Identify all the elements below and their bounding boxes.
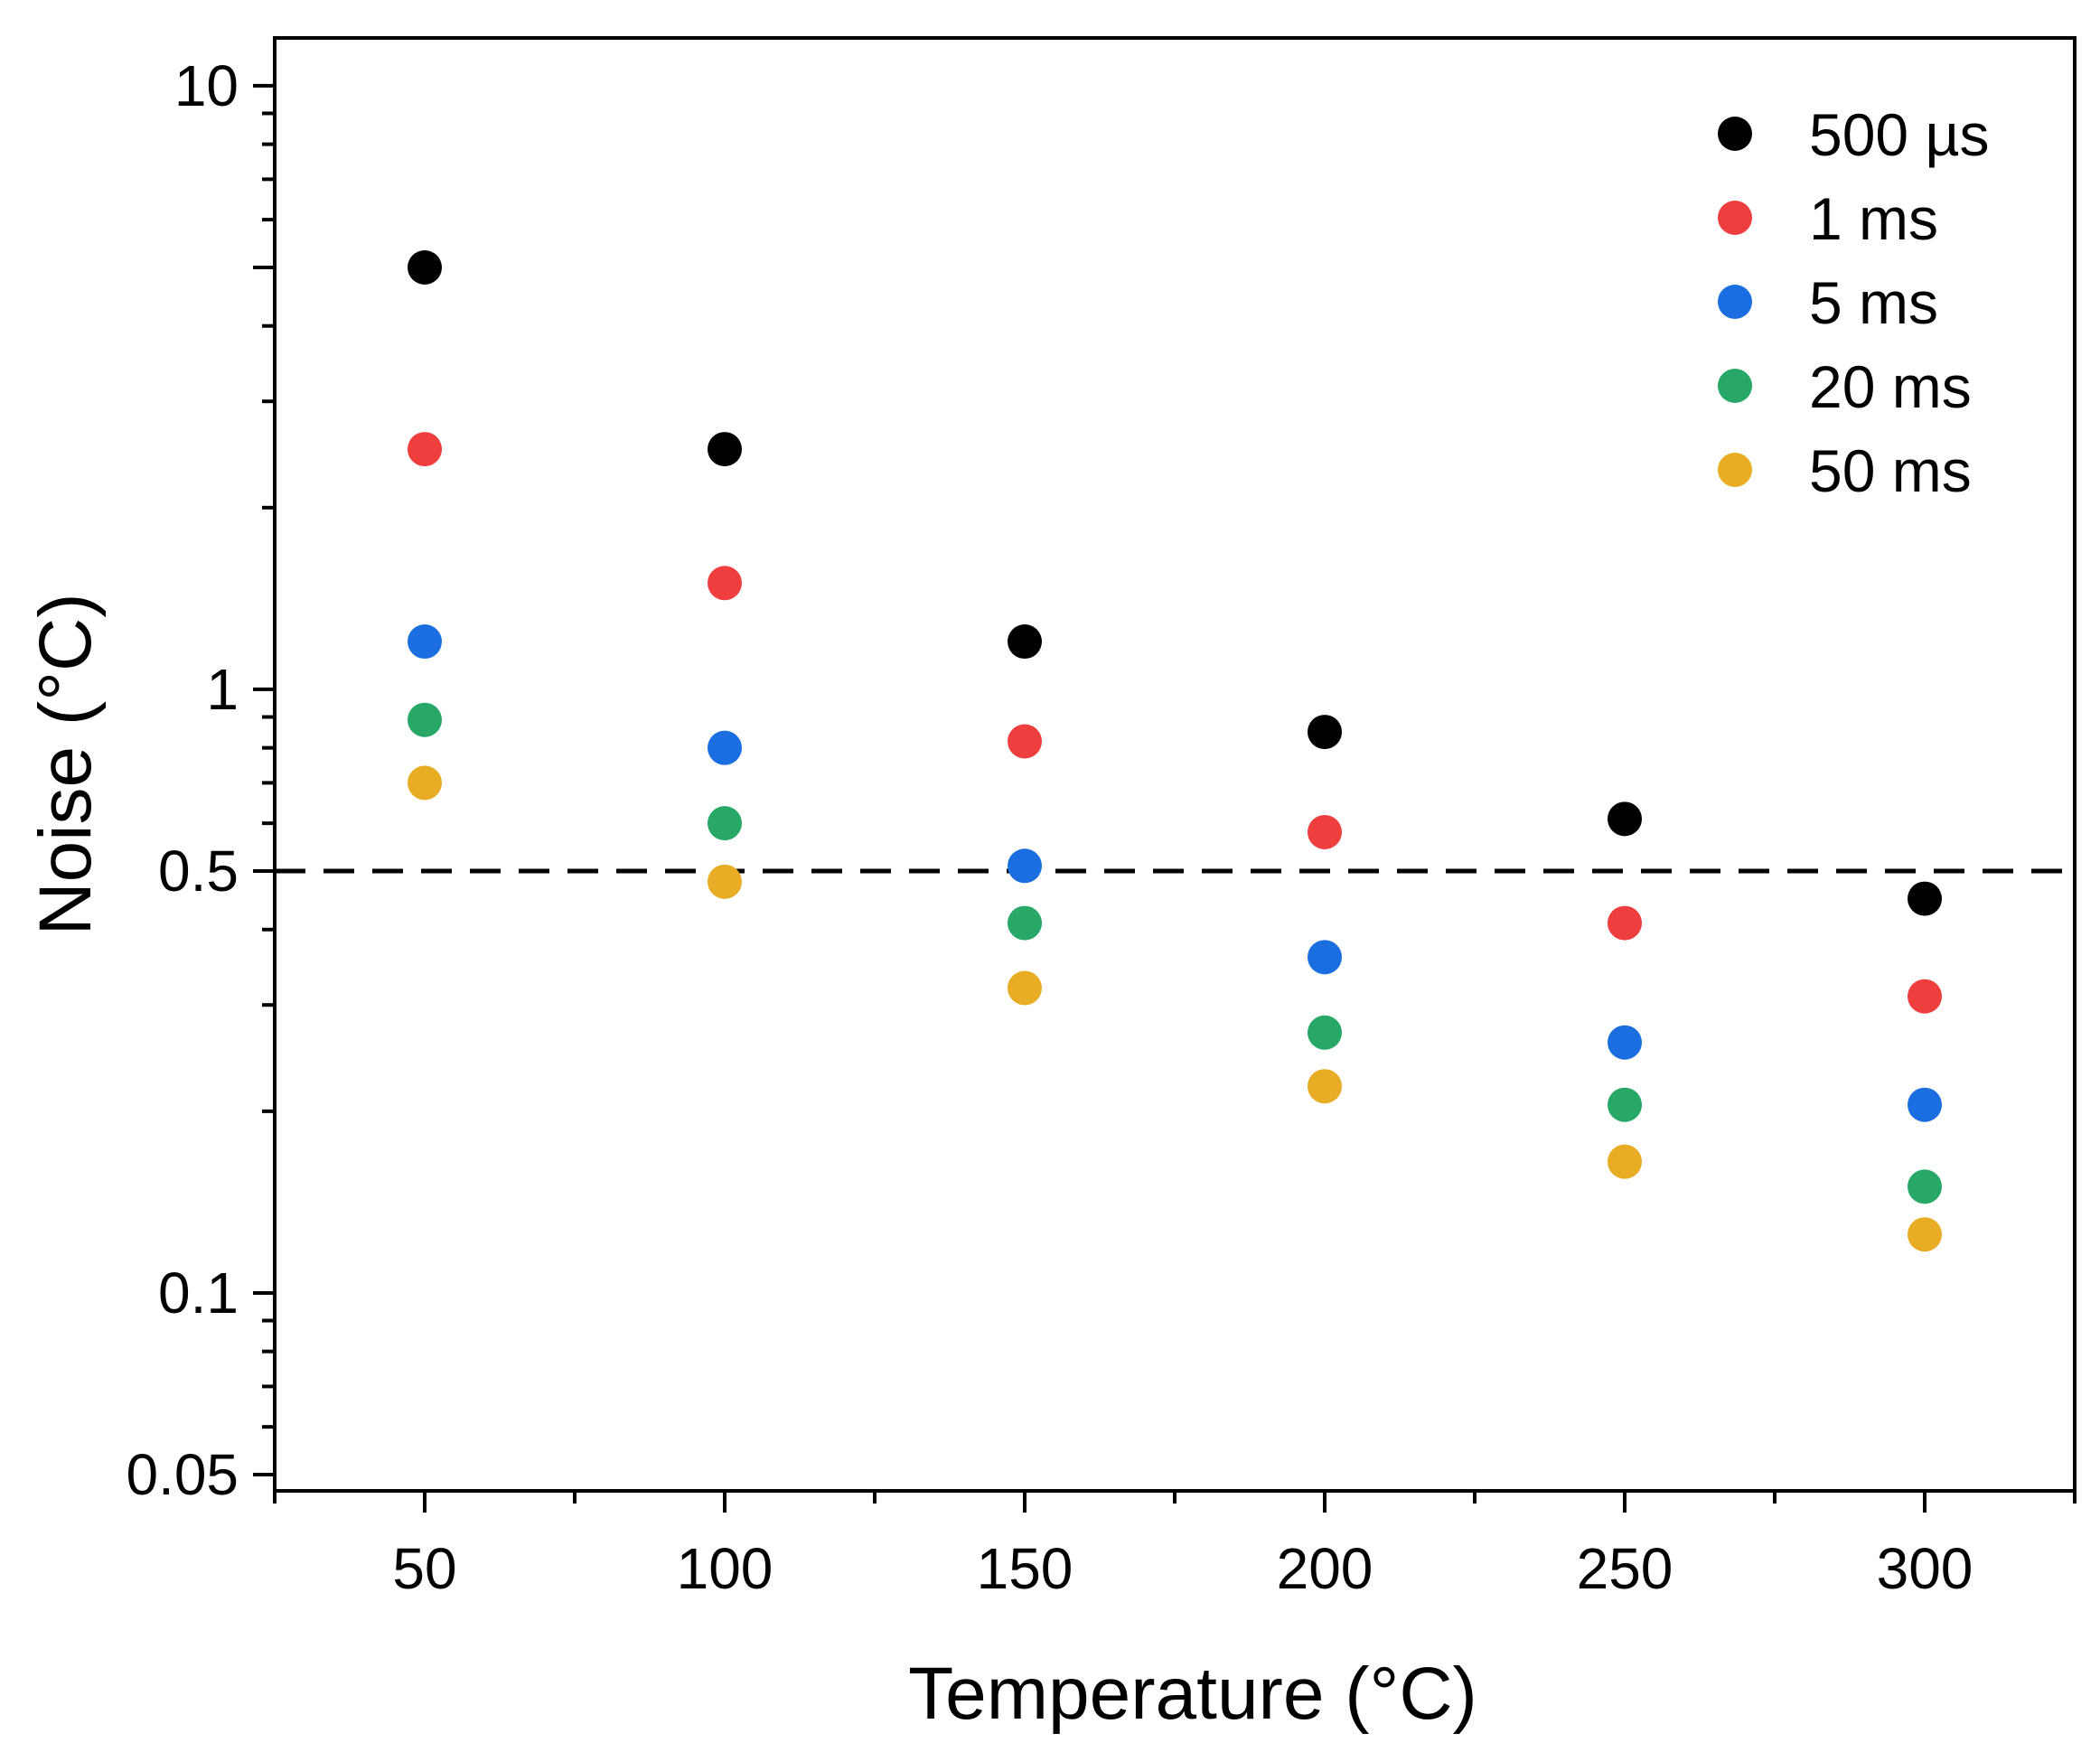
data-point-0-0 [408, 249, 442, 285]
x-tick-label: 300 [1877, 1536, 1973, 1601]
legend-label: 5 ms [1809, 269, 1938, 336]
legend-label: 20 ms [1809, 353, 1972, 420]
data-point-3-0 [408, 702, 442, 737]
y-tick-label: 0.05 [126, 1442, 239, 1507]
x-tick-label: 150 [977, 1536, 1073, 1601]
data-point-2-2 [1008, 848, 1042, 884]
data-point-2-5 [1908, 1087, 1942, 1122]
data-point-1-0 [408, 432, 442, 467]
y-tick-label: 0.1 [158, 1260, 239, 1326]
data-point-0-5 [1908, 881, 1942, 916]
data-point-4-2 [1008, 970, 1042, 1006]
data-point-3-2 [1008, 905, 1042, 941]
legend-marker [1718, 117, 1752, 151]
data-point-0-2 [1008, 624, 1042, 660]
data-point-3-1 [708, 806, 742, 841]
legend-marker [1718, 453, 1752, 487]
data-point-4-3 [1308, 1069, 1342, 1104]
data-point-0-3 [1308, 715, 1342, 750]
legend-marker [1718, 285, 1752, 319]
data-point-2-1 [708, 730, 742, 765]
data-point-3-4 [1608, 1087, 1642, 1122]
x-axis-ticks: 50 100 150 200 250 300 [273, 1491, 2077, 1601]
x-tick-label: 100 [677, 1536, 773, 1601]
data-point-4-1 [708, 864, 742, 899]
data-point-1-2 [1008, 724, 1042, 759]
data-point-4-0 [408, 765, 442, 801]
legend-label: 50 ms [1809, 437, 1972, 504]
data-point-4-4 [1608, 1144, 1642, 1179]
y-axis-title: Noise (°C) [24, 593, 107, 935]
legend-label: 1 ms [1809, 185, 1938, 252]
y-tick-label: 1 [206, 657, 239, 722]
data-point-0-4 [1608, 801, 1642, 837]
data-point-2-0 [408, 624, 442, 660]
data-point-3-3 [1308, 1015, 1342, 1050]
y-axis-ticks: 10 1 0.5 0.1 0.05 [126, 53, 275, 1507]
data-point-2-3 [1308, 940, 1342, 975]
data-points [408, 249, 1942, 1252]
legend-marker [1718, 201, 1752, 235]
data-point-1-3 [1308, 814, 1342, 849]
data-point-1-1 [708, 566, 742, 601]
x-tick-label: 200 [1277, 1536, 1373, 1601]
x-tick-label: 50 [392, 1536, 456, 1601]
data-point-2-4 [1608, 1025, 1642, 1060]
legend: 500 µs 1 ms 5 ms 20 ms 50 ms [1718, 101, 1989, 504]
legend-marker [1718, 369, 1752, 403]
data-point-1-4 [1608, 905, 1642, 941]
data-point-0-1 [708, 432, 742, 467]
x-tick-label: 250 [1577, 1536, 1673, 1601]
data-point-1-5 [1908, 979, 1942, 1014]
plot-frame [273, 36, 2077, 1493]
data-point-3-5 [1908, 1169, 1942, 1204]
plot-border [273, 36, 2077, 1493]
data-point-4-5 [1908, 1217, 1942, 1252]
y-tick-label: 0.5 [158, 839, 239, 904]
y-tick-label: 10 [174, 53, 239, 118]
x-axis-title: Temperature (°C) [908, 1653, 1477, 1735]
legend-label: 500 µs [1809, 101, 1989, 168]
